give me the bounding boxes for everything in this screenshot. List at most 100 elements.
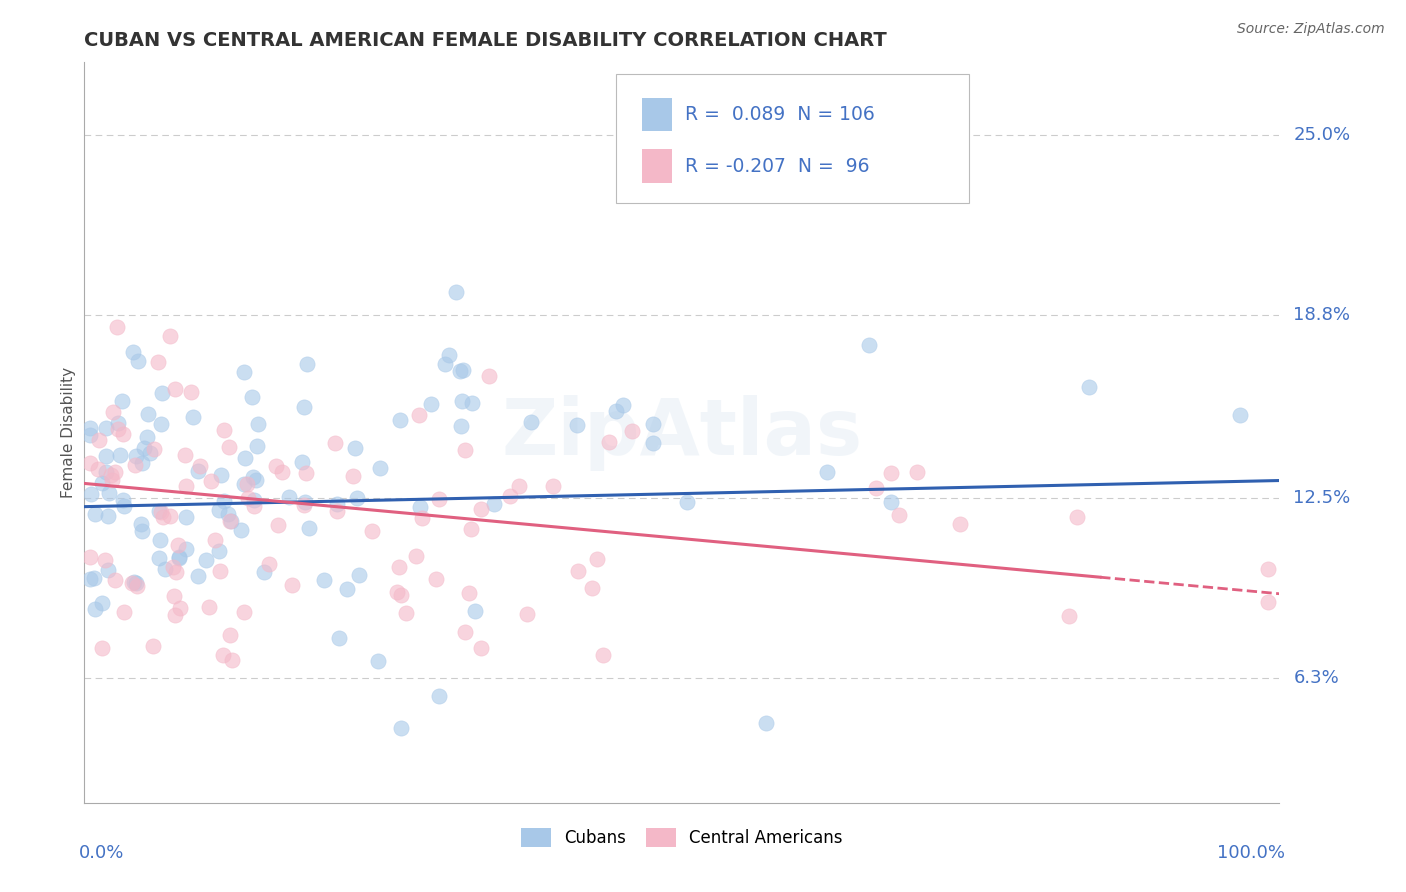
Point [174,479,197,493]
Point [101,473,124,487]
Point [165,565,187,579]
Point [242,470,264,484]
Point [97,563,120,577]
Point [124,458,146,473]
Point [111,493,134,508]
Point [105,319,128,334]
Text: 25.0%: 25.0% [1294,126,1351,144]
Point [125,579,148,593]
Point [1066,509,1088,524]
Point [197,600,219,615]
Point [395,607,418,621]
Point [434,357,457,371]
Point [148,504,170,518]
Point [858,338,880,352]
Point [484,497,506,511]
Point [865,481,887,495]
Point [314,574,336,588]
Point [450,419,472,434]
Point [243,492,266,507]
Point [292,499,315,513]
Point [1078,380,1101,394]
Point [142,639,165,653]
Point [675,495,697,509]
Point [454,624,477,639]
Point [79,428,101,442]
Point [949,516,972,531]
Point [127,354,149,368]
Point [162,559,184,574]
Point [470,501,492,516]
Point [280,578,302,592]
Text: Source: ZipAtlas.com: Source: ZipAtlas.com [1237,22,1385,37]
Point [508,479,530,493]
Text: 100.0%: 100.0% [1218,844,1285,862]
Point [246,439,269,453]
Point [437,348,460,362]
Point [408,408,430,422]
Point [598,435,620,450]
Point [212,423,235,437]
Point [342,469,364,483]
Y-axis label: Female Disability: Female Disability [60,367,76,499]
Point [142,442,165,457]
Point [1229,409,1251,423]
Point [200,475,222,489]
Point [121,575,143,590]
Text: 18.8%: 18.8% [1294,306,1350,324]
Point [641,417,664,431]
Point [245,473,267,487]
Point [815,465,838,479]
Point [94,465,117,479]
Point [111,427,134,442]
Point [233,450,256,465]
Point [229,524,252,538]
Point [612,398,634,412]
Point [208,544,231,558]
Point [567,565,589,579]
Point [83,508,105,522]
Point [429,690,451,704]
Point [411,511,433,525]
Point [195,553,218,567]
Point [346,491,368,505]
Text: 12.5%: 12.5% [1294,489,1351,507]
Point [148,550,170,565]
Point [104,465,127,479]
Point [323,436,346,450]
Point [586,552,609,566]
Point [235,477,257,491]
Point [498,489,520,503]
Point [247,417,270,432]
Text: 0.0%: 0.0% [79,844,124,862]
Point [294,495,316,509]
Point [188,459,211,474]
Point [79,550,101,565]
Point [131,456,153,470]
Point [217,508,239,522]
Point [565,418,588,433]
Point [169,601,191,615]
Point [187,464,209,478]
Point [887,508,910,522]
Point [326,504,349,518]
Point [148,355,170,369]
Point [389,721,412,735]
Text: R =  0.089  N = 106: R = 0.089 N = 106 [686,104,876,124]
Point [159,328,181,343]
Point [336,582,359,596]
Point [592,648,614,662]
Point [103,404,125,418]
Point [166,538,188,552]
Point [460,522,482,536]
Point [122,574,145,589]
Point [388,560,411,574]
Point [104,573,127,587]
Point [89,434,111,448]
Point [173,449,195,463]
Point [150,386,173,401]
Point [389,588,412,602]
Point [97,485,120,500]
Point [79,456,101,470]
Point [91,595,114,609]
